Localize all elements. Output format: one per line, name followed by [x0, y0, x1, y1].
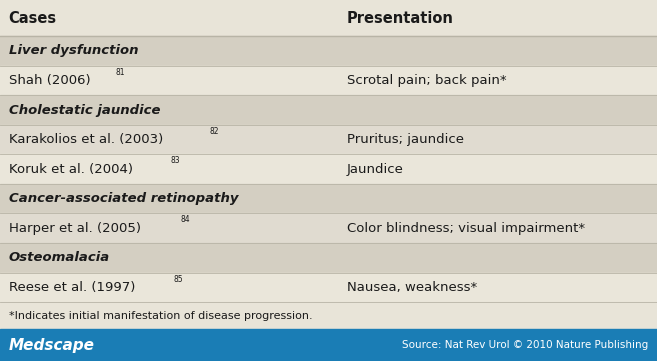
Bar [0, 213, 657, 243]
Text: Cancer-associated retinopathy: Cancer-associated retinopathy [9, 192, 238, 205]
Bar [0, 184, 657, 213]
Bar [0, 95, 657, 125]
Text: Nausea, weakness*: Nausea, weakness* [347, 281, 477, 294]
Text: 82: 82 [210, 127, 219, 136]
Text: Karakolios et al. (2003): Karakolios et al. (2003) [9, 133, 163, 146]
Bar [0, 0, 657, 36]
Text: Liver dysfunction: Liver dysfunction [9, 44, 138, 57]
Text: Reese et al. (1997): Reese et al. (1997) [9, 281, 135, 294]
Text: *Indicates initial manifestation of disease progression.: *Indicates initial manifestation of dise… [9, 311, 312, 321]
Text: Cholestatic jaundice: Cholestatic jaundice [9, 104, 160, 117]
Text: 85: 85 [173, 275, 183, 284]
Text: Osteomalacia: Osteomalacia [9, 251, 110, 264]
Text: 83: 83 [171, 156, 180, 165]
Text: Color blindness; visual impairment*: Color blindness; visual impairment* [347, 222, 585, 235]
Text: Source: Nat Rev Urol © 2010 Nature Publishing: Source: Nat Rev Urol © 2010 Nature Publi… [402, 340, 648, 350]
Text: Medscape: Medscape [9, 338, 95, 353]
Text: 84: 84 [181, 216, 191, 225]
Text: Presentation: Presentation [347, 10, 454, 26]
Text: Pruritus; jaundice: Pruritus; jaundice [347, 133, 464, 146]
Text: Scrotal pain; back pain*: Scrotal pain; back pain* [347, 74, 507, 87]
Text: 81: 81 [116, 68, 125, 77]
Bar [0, 243, 657, 273]
Text: Shah (2006): Shah (2006) [9, 74, 90, 87]
Bar [0, 125, 657, 155]
Text: Koruk et al. (2004): Koruk et al. (2004) [9, 162, 133, 176]
Text: Jaundice: Jaundice [347, 162, 404, 176]
Bar [0, 302, 657, 329]
Bar [0, 329, 657, 361]
Bar [0, 273, 657, 302]
Text: Harper et al. (2005): Harper et al. (2005) [9, 222, 141, 235]
Bar [0, 155, 657, 184]
Bar [0, 36, 657, 66]
Bar [0, 66, 657, 95]
Text: Cases: Cases [9, 10, 57, 26]
